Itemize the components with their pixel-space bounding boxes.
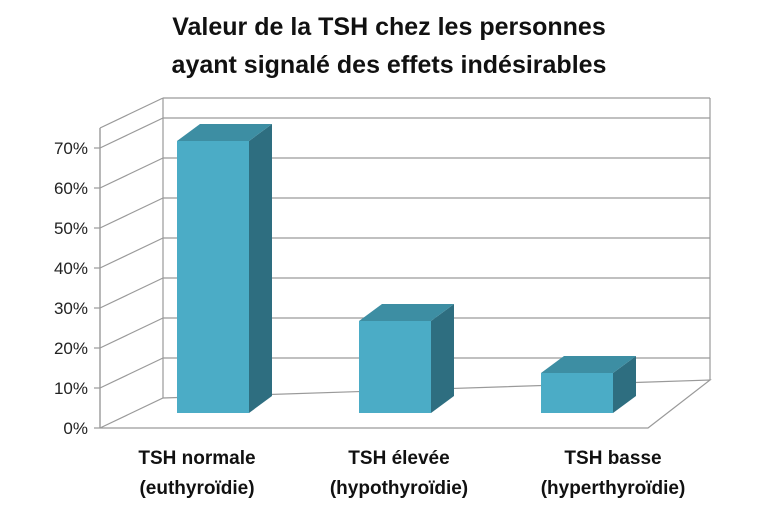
- bar-top: [541, 356, 636, 373]
- y-tick-label: 70%: [54, 139, 88, 158]
- y-tick-label: 60%: [54, 179, 88, 198]
- y-tick-label: 30%: [54, 299, 88, 318]
- wall-top-side: [99, 97, 164, 129]
- gridline-side: [99, 117, 164, 149]
- bar-top: [177, 124, 272, 141]
- gridline-side: [99, 357, 164, 389]
- y-tick-label: 50%: [54, 219, 88, 238]
- bar-side: [249, 124, 272, 413]
- chart-title-line-2: ayant signalé des effets indésirables: [171, 51, 607, 79]
- y-tick-label: 40%: [54, 259, 88, 278]
- bar-side: [431, 304, 454, 413]
- gridline-side: [99, 157, 164, 189]
- gridline-side: [99, 317, 164, 349]
- y-tick-label: 10%: [54, 379, 88, 398]
- bar: [177, 141, 249, 413]
- category-label: TSH basse: [564, 448, 661, 469]
- bar: [541, 373, 613, 413]
- gridline-side: [99, 197, 164, 229]
- category-label: TSH élevée: [348, 448, 449, 469]
- chart-title-line-1: Valeur de la TSH chez les personnes: [172, 13, 606, 41]
- category-label: (hypothyroïdie): [330, 478, 468, 499]
- category-label: TSH normale: [138, 448, 255, 469]
- bar: [359, 321, 431, 413]
- category-label: (hyperthyroïdie): [541, 478, 686, 499]
- category-label: (euthyroïdie): [139, 478, 254, 499]
- bar-top: [359, 304, 454, 321]
- chart-title: Valeur de la TSH chez les personnes ayan…: [0, 8, 778, 84]
- y-tick-label: 20%: [54, 339, 88, 358]
- bar-side: [613, 356, 636, 413]
- gridline-side: [99, 237, 164, 269]
- y-tick-label: 0%: [63, 419, 88, 438]
- gridline-side: [99, 277, 164, 309]
